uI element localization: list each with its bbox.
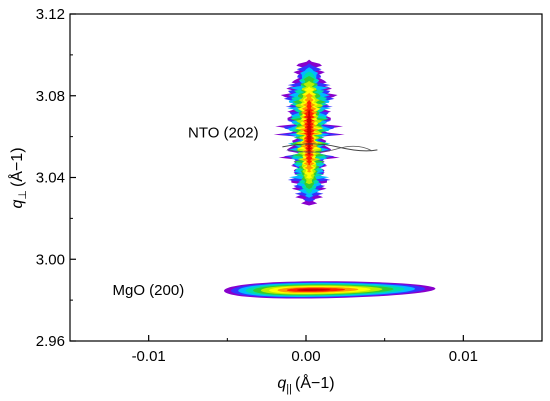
y-axis-ticks: 2.96 3.00 3.04 3.08 3.12 bbox=[36, 6, 76, 350]
x-axis-title-var: q bbox=[277, 375, 286, 392]
x-axis-title-sub: || bbox=[286, 383, 292, 395]
x-tick-label: 0.00 bbox=[291, 348, 320, 365]
y-tick-label: 2.96 bbox=[36, 333, 65, 350]
y-tick-label: 3.04 bbox=[36, 170, 65, 187]
y-axis-title-var: q bbox=[9, 200, 26, 209]
x-axis-ticks: -0.01 0.00 0.01 bbox=[69, 335, 543, 365]
x-axis-title-unit: (Å−1) bbox=[295, 373, 335, 392]
peak-label-mgo-200: MgO (200) bbox=[113, 282, 185, 299]
y-tick-label: 3.08 bbox=[36, 88, 65, 105]
nto-streak-outline bbox=[282, 143, 378, 152]
x-tick-label: -0.01 bbox=[132, 348, 166, 365]
peak-label-nto-202: NTO (202) bbox=[188, 125, 259, 142]
x-tick-label: 0.01 bbox=[449, 348, 478, 365]
y-tick-label: 3.00 bbox=[36, 251, 65, 268]
heatmap-layer bbox=[224, 59, 436, 299]
y-tick-label: 3.12 bbox=[36, 6, 65, 23]
mgo-peak-band bbox=[297, 288, 331, 291]
peak-labels: NTO (202) MgO (200) bbox=[113, 125, 259, 299]
nto-streak-outline bbox=[287, 145, 373, 153]
y-axis-title-sub: ⊥ bbox=[17, 190, 29, 200]
y-axis-title: q⊥ (Å−1) bbox=[7, 147, 29, 208]
y-axis-title-unit: (Å−1) bbox=[7, 147, 26, 187]
x-axis-title: q|| (Å−1) bbox=[277, 373, 334, 395]
